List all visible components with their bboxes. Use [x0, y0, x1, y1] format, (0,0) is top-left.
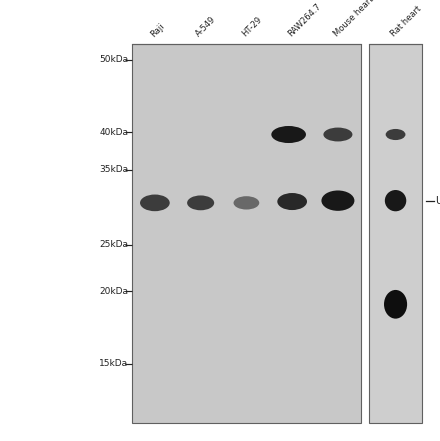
Ellipse shape: [384, 290, 407, 319]
Text: Mouse heart: Mouse heart: [332, 0, 375, 39]
Ellipse shape: [140, 194, 170, 211]
Bar: [132, 44, 361, 423]
Text: 25kDa: 25kDa: [99, 240, 128, 249]
Ellipse shape: [271, 126, 306, 143]
Text: 40kDa: 40kDa: [99, 128, 128, 137]
Ellipse shape: [385, 190, 406, 211]
Text: HT-29: HT-29: [240, 15, 264, 39]
Ellipse shape: [323, 127, 352, 142]
Text: UCP2: UCP2: [436, 196, 440, 206]
Text: RAW264.7: RAW264.7: [286, 2, 323, 39]
Ellipse shape: [234, 196, 259, 209]
Text: A-549: A-549: [194, 15, 218, 39]
Ellipse shape: [277, 193, 307, 210]
Ellipse shape: [386, 129, 406, 140]
Text: 20kDa: 20kDa: [99, 287, 128, 295]
Ellipse shape: [187, 195, 214, 210]
Text: Rat heart: Rat heart: [389, 5, 423, 39]
Bar: [369, 44, 422, 423]
Text: 35kDa: 35kDa: [99, 165, 128, 174]
Ellipse shape: [322, 191, 355, 211]
Text: 15kDa: 15kDa: [99, 359, 128, 368]
Text: 50kDa: 50kDa: [99, 55, 128, 64]
Text: Raji: Raji: [149, 22, 166, 39]
